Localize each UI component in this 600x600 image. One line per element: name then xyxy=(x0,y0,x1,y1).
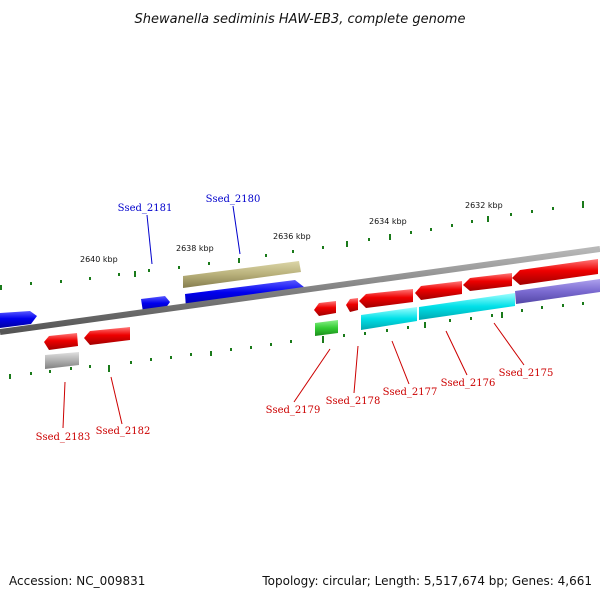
scale-ticks-lower xyxy=(9,302,584,379)
scale-labels: 2640 kbp 2638 kbp 2636 kbp 2634 kbp 2632… xyxy=(80,201,503,264)
gene-label-ssed-2182[interactable]: Ssed_2182 xyxy=(96,426,151,437)
leader-ssed-2183 xyxy=(62,381,66,429)
gene-ssed-2176-arrow-a[interactable] xyxy=(415,281,462,300)
kbp-label-2636: 2636 kbp xyxy=(273,232,311,241)
kbp-label-2634: 2634 kbp xyxy=(369,217,407,226)
gene-label-ssed-2177[interactable]: Ssed_2177 xyxy=(383,387,438,398)
gene-label-ssed-2183[interactable]: Ssed_2183 xyxy=(36,432,91,443)
gene-label-ssed-2179[interactable]: Ssed_2179 xyxy=(266,405,321,416)
gene-ssed-2182-arrow[interactable] xyxy=(84,327,130,345)
gene-label-ssed-2175[interactable]: Ssed_2175 xyxy=(499,368,554,379)
leader-ssed-2178 xyxy=(353,345,359,394)
leader-ssed-2177 xyxy=(391,340,410,385)
gene-ssed-2179-arrow[interactable] xyxy=(314,301,336,316)
gene-label-ssed-2178[interactable]: Ssed_2178 xyxy=(326,396,381,407)
gene-ssed-2179-green[interactable] xyxy=(315,320,338,336)
gene-ssed-2184-arrow[interactable] xyxy=(0,311,37,328)
gene-ssed-2177-cyan[interactable] xyxy=(361,307,417,330)
gene-ssed-2175-arrow[interactable] xyxy=(512,259,598,285)
gene-ssed-2176-cyan[interactable] xyxy=(419,293,515,320)
gene-ssed-2178-arrow[interactable] xyxy=(346,298,358,312)
gene-ssed-2180-rna-band[interactable] xyxy=(183,261,301,288)
leader-ssed-2175 xyxy=(493,322,525,366)
gene-ssed-2177-arrow[interactable] xyxy=(359,289,413,308)
genome-backbone xyxy=(0,246,600,335)
reverse-strand-genes xyxy=(44,259,598,369)
leader-ssed-2179 xyxy=(293,348,331,403)
gene-label-ssed-2176[interactable]: Ssed_2176 xyxy=(441,378,496,389)
leader-ssed-2176 xyxy=(445,330,468,376)
gene-labels: Ssed_2181 Ssed_2180 Ssed_2183 Ssed_2182 … xyxy=(36,194,554,443)
gene-label-ssed-2180[interactable]: Ssed_2180 xyxy=(206,194,261,205)
gene-label-ssed-2181[interactable]: Ssed_2181 xyxy=(118,203,173,214)
label-leaders xyxy=(62,205,525,429)
leader-ssed-2181 xyxy=(146,214,153,265)
gene-ssed-2183-arrow[interactable] xyxy=(44,333,78,350)
kbp-label-2632: 2632 kbp xyxy=(465,201,503,210)
leader-ssed-2180 xyxy=(232,205,241,255)
kbp-label-2638: 2638 kbp xyxy=(176,244,214,253)
leader-ssed-2182 xyxy=(110,376,123,425)
gene-ssed-2176-arrow-b[interactable] xyxy=(463,273,512,291)
scale-ticks-upper xyxy=(0,201,584,290)
accession-text: Accession: NC_009831 xyxy=(9,574,146,588)
kbp-label-2640: 2640 kbp xyxy=(80,255,118,264)
map-title: Shewanella sediminis HAW-EB3, complete g… xyxy=(135,12,466,27)
topology-text: Topology: circular; Length: 5,517,674 bp… xyxy=(262,574,592,588)
gene-ssed-2175-band[interactable] xyxy=(515,279,600,304)
gene-ssed-2183-gray[interactable] xyxy=(45,352,79,369)
